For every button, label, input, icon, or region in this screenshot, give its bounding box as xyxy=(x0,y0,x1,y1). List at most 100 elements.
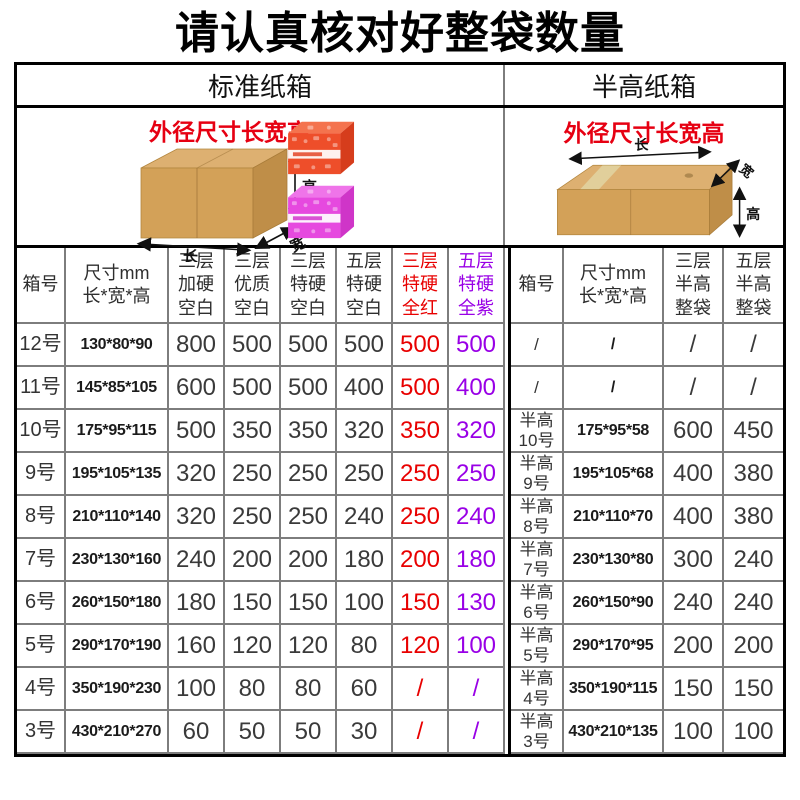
quantity-cell: 600 xyxy=(167,365,225,410)
table-row: 半高 3号 430*210*135 100 100 xyxy=(511,709,783,754)
box-size-cell: 430*210*270 xyxy=(64,709,169,754)
box-size-cell: 195*105*135 xyxy=(64,451,169,496)
quantity-cell: 150 xyxy=(662,666,724,711)
quantity-cell: 240 xyxy=(167,537,225,582)
quantity-cell: 150 xyxy=(223,580,281,625)
box-size-cell: 130*80*90 xyxy=(64,322,169,367)
table-row: 半高 7号 230*130*80 300 240 xyxy=(511,537,783,582)
table-row: 5号 290*170*190 160 120 120 80 120 100 xyxy=(17,623,503,668)
table-row: 半高 4号 350*190*115 150 150 xyxy=(511,666,783,711)
quantity-cell: 500 xyxy=(335,322,393,367)
quantity-cell-red: 120 xyxy=(391,623,449,668)
box-size-cell: 175*95*58 xyxy=(562,408,664,453)
quantity-cell: 180 xyxy=(335,537,393,582)
table-row: 12号 130*80*90 800 500 500 500 500 500 xyxy=(17,322,503,367)
quantity-cell: 350 xyxy=(279,408,337,453)
column-header: 尺寸mm 长*宽*高 xyxy=(562,248,664,324)
quantity-cell: 240 xyxy=(662,580,724,625)
quantity-cell: 30 xyxy=(335,709,393,754)
quantity-cell: 250 xyxy=(223,451,281,496)
magenta-box-illustration xyxy=(288,185,355,239)
quantity-cell: 250 xyxy=(223,494,281,539)
standard-table-wrap: 箱号 尺寸mm 长*宽*高 三层 加硬 空白 三层 优质 空白 三层 特硬 空白… xyxy=(17,248,505,754)
quantity-cell-red: 250 xyxy=(391,494,449,539)
page-title: 请认真核对好整袋数量 xyxy=(175,9,625,58)
quantity-cell: 150 xyxy=(722,666,783,711)
box-number-cell: 12号 xyxy=(17,322,66,367)
quantity-cell-purple: 240 xyxy=(447,494,503,539)
column-header: 三层 优质 空白 xyxy=(223,248,281,324)
length-label: 长 xyxy=(183,247,200,262)
table-row: 9号 195*105*135 320 250 250 250 250 250 xyxy=(17,451,503,496)
quantity-cell: 300 xyxy=(662,537,724,582)
quantity-cell-red: / xyxy=(391,709,449,754)
quantity-cell-red: / xyxy=(391,666,449,711)
quantity-cell: 500 xyxy=(223,322,281,367)
column-header: 五层 特硬 全紫 xyxy=(447,248,503,324)
box-size-cell: 260*150*90 xyxy=(562,580,664,625)
box-size-cell: 230*130*80 xyxy=(562,537,664,582)
quantity-cell: 80 xyxy=(223,666,281,711)
section-header-half: 半高纸箱 xyxy=(591,71,696,102)
quantity-cell: 200 xyxy=(722,623,783,668)
quantity-cell: / xyxy=(662,365,724,410)
quantity-cell-purple: / xyxy=(447,709,503,754)
quantity-cell: 60 xyxy=(167,709,225,754)
box-size-cell: 290*170*95 xyxy=(562,623,664,668)
quantity-cell: 380 xyxy=(722,494,783,539)
quantity-cell: 240 xyxy=(722,537,783,582)
quantity-cell: 100 xyxy=(167,666,225,711)
half-table-wrap: 箱号 尺寸mm 长*宽*高 三层 半高 整袋 五层 半高 整袋 / / / / xyxy=(508,248,783,754)
table-row: 半高 8号 210*110*70 400 380 xyxy=(511,494,783,539)
box-number-cell: 半高 8号 xyxy=(511,494,564,539)
column-header: 三层 特硬 空白 xyxy=(279,248,337,324)
quantity-cell: 320 xyxy=(167,494,225,539)
column-header: 五层 半高 整袋 xyxy=(722,248,783,324)
box-size-cell: 350*190*230 xyxy=(64,666,169,711)
quantity-cell: 250 xyxy=(279,451,337,496)
quantity-cell: 200 xyxy=(279,537,337,582)
box-size-cell: 210*110*140 xyxy=(64,494,169,539)
table-row: 7号 230*130*160 240 200 200 180 200 180 xyxy=(17,537,503,582)
quantity-cell: / xyxy=(662,322,724,367)
box-number-cell: 8号 xyxy=(17,494,66,539)
quantity-cell: 240 xyxy=(335,494,393,539)
red-box-illustration xyxy=(288,121,355,175)
quantity-cell: 450 xyxy=(722,408,783,453)
quantity-cell: 500 xyxy=(279,322,337,367)
quantity-cell-purple: 180 xyxy=(447,537,503,582)
box-number-cell: 半高 7号 xyxy=(511,537,564,582)
box-size-cell: 350*190*115 xyxy=(562,666,664,711)
box-size-cell: / xyxy=(562,322,664,367)
section-header-standard: 标准纸箱 xyxy=(17,65,505,105)
box-number-cell: 3号 xyxy=(17,709,66,754)
box-number-cell: 10号 xyxy=(17,408,66,453)
column-header: 尺寸mm 长*宽*高 xyxy=(64,248,169,324)
quantity-cell: 400 xyxy=(662,494,724,539)
quantity-cell: 100 xyxy=(722,709,783,754)
quantity-cell-red: 350 xyxy=(391,408,449,453)
box-size-cell: 430*210*135 xyxy=(562,709,664,754)
table-row: 10号 175*95*115 500 350 350 320 350 320 xyxy=(17,408,503,453)
quantity-cell: 100 xyxy=(662,709,724,754)
box-size-cell: 210*110*70 xyxy=(562,494,664,539)
table-row: 6号 260*150*180 180 150 150 100 150 130 xyxy=(17,580,503,625)
table-row: 半高 6号 260*150*90 240 240 xyxy=(511,580,783,625)
quantity-cell: 50 xyxy=(279,709,337,754)
quantity-cell: 200 xyxy=(662,623,724,668)
box-number-cell: 5号 xyxy=(17,623,66,668)
box-size-cell: 230*130*160 xyxy=(64,537,169,582)
data-grid: 箱号 尺寸mm 长*宽*高 三层 加硬 空白 三层 优质 空白 三层 特硬 空白… xyxy=(17,248,783,754)
table-row: 11号 145*85*105 600 500 500 400 500 400 xyxy=(17,365,503,410)
box-number-cell: 6号 xyxy=(17,580,66,625)
quantity-cell-red: 250 xyxy=(391,451,449,496)
box-size-cell: 290*170*190 xyxy=(64,623,169,668)
quantity-cell: 600 xyxy=(662,408,724,453)
box-number-cell: 半高 6号 xyxy=(511,580,564,625)
column-header: 箱号 xyxy=(17,248,66,324)
quantity-cell: 50 xyxy=(223,709,281,754)
quantity-cell: 400 xyxy=(662,451,724,496)
quantity-cell: 80 xyxy=(279,666,337,711)
standard-illustration-cell: 外径尺寸长宽高 高 长 宽 xyxy=(17,108,505,262)
quantity-cell: 350 xyxy=(223,408,281,453)
